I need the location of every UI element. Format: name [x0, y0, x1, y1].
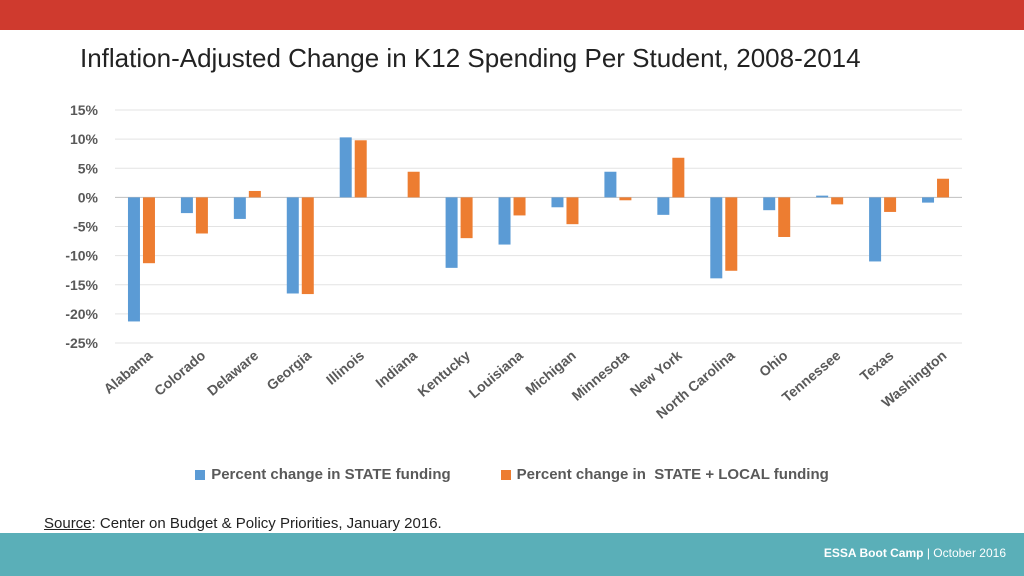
legend-label-state-local: Percent change in STATE + LOCAL funding — [516, 466, 829, 483]
slide-title: Inflation-Adjusted Change in K12 Spendin… — [80, 43, 861, 73]
bar-state-local-illinois — [354, 140, 367, 198]
legend-item-state-local: Percent change in STATE + LOCAL funding — [500, 466, 829, 483]
footer: ESSA Boot Camp | October 2016 — [824, 546, 1006, 560]
bar-chart: 15% 10% 5% 0% -5% -10% -15% -20% -25% AlabamaCol… — [65, 102, 962, 422]
bar-state-michigan — [551, 197, 564, 208]
legend-item-state: Percent change in STATE funding — [195, 466, 451, 483]
y-tick-label: -5% — [73, 219, 98, 235]
category-label: Kentucky — [414, 347, 473, 400]
bar-state-north-carolina — [710, 197, 723, 279]
source-note: Source: Center on Budget & Policy Priori… — [44, 515, 442, 532]
bar-state-kentucky — [445, 197, 458, 268]
category-label: Colorado — [151, 347, 208, 399]
y-tick-label: 0% — [78, 189, 99, 205]
category-label: Indiana — [372, 347, 420, 391]
bar-state-delaware — [233, 197, 246, 219]
category-label: Delaware — [204, 347, 262, 399]
bar-state-local-georgia — [301, 197, 314, 295]
bar-state-local-texas — [884, 197, 897, 212]
legend-swatch-state — [195, 469, 206, 480]
bar-state-local-ohio — [778, 197, 791, 237]
y-tick-label: -20% — [65, 306, 98, 322]
bar-state-local-colorado — [195, 197, 208, 234]
footer-separator: | — [923, 546, 934, 560]
bar-state-alabama — [127, 197, 140, 322]
bars — [127, 137, 950, 322]
bar-state-local-delaware — [248, 190, 261, 198]
top-accent-bar — [0, 0, 1024, 30]
bottom-bar: ESSA Boot Camp | October 2016 — [0, 533, 1024, 576]
bar-state-louisiana — [498, 197, 511, 245]
bar-state-local-louisiana — [513, 197, 526, 216]
footer-date: October 2016 — [933, 546, 1006, 560]
y-tick-label: -15% — [65, 277, 98, 293]
category-label: Ohio — [756, 347, 791, 380]
category-label: Tennessee — [779, 347, 844, 405]
bar-state-tennessee — [816, 195, 829, 198]
bar-state-ohio — [763, 197, 776, 211]
bar-state-local-washington — [937, 178, 950, 198]
y-tick-label: 15% — [70, 102, 99, 118]
bar-state-local-michigan — [566, 197, 579, 225]
bar-state-new-york — [657, 197, 670, 215]
bar-state-colorado — [180, 197, 193, 214]
legend: Percent change in STATE funding Percent … — [0, 466, 1024, 483]
category-label: Illinois — [323, 347, 367, 388]
gridlines — [115, 109, 962, 344]
source-text: : Center on Budget & Policy Priorities, … — [91, 515, 442, 532]
category-label: Louisiana — [466, 347, 527, 401]
category-label: Texas — [857, 347, 897, 384]
y-axis-tick-labels: 15% 10% 5% 0% -5% -10% -15% -20% -25% — [65, 102, 98, 351]
bar-state-illinois — [339, 137, 352, 198]
footer-event: ESSA Boot Camp — [823, 546, 924, 560]
y-tick-label: -25% — [65, 335, 98, 351]
bar-state-minnesota — [604, 171, 617, 198]
bar-state-local-kentucky — [460, 197, 473, 239]
bar-state-local-new-york — [672, 157, 685, 198]
source-key: Source — [44, 515, 92, 532]
bar-state-local-minnesota — [619, 197, 632, 201]
bar-state-washington — [922, 197, 935, 203]
bar-state-local-north-carolina — [725, 197, 738, 271]
y-tick-label: -10% — [65, 248, 98, 264]
category-label: Alabama — [100, 347, 155, 397]
bar-state-texas — [869, 197, 882, 262]
bar-state-local-tennessee — [831, 197, 844, 205]
bar-state-local-alabama — [142, 197, 155, 264]
y-tick-label: 5% — [78, 160, 99, 176]
bar-state-georgia — [286, 197, 299, 294]
legend-label-state: Percent change in STATE funding — [211, 466, 451, 483]
bar-state-local-indiana — [407, 171, 420, 198]
y-tick-label: 10% — [70, 131, 99, 147]
category-label: Minnesota — [569, 347, 632, 404]
category-label: Georgia — [263, 347, 314, 393]
legend-swatch-state-local — [500, 469, 511, 480]
